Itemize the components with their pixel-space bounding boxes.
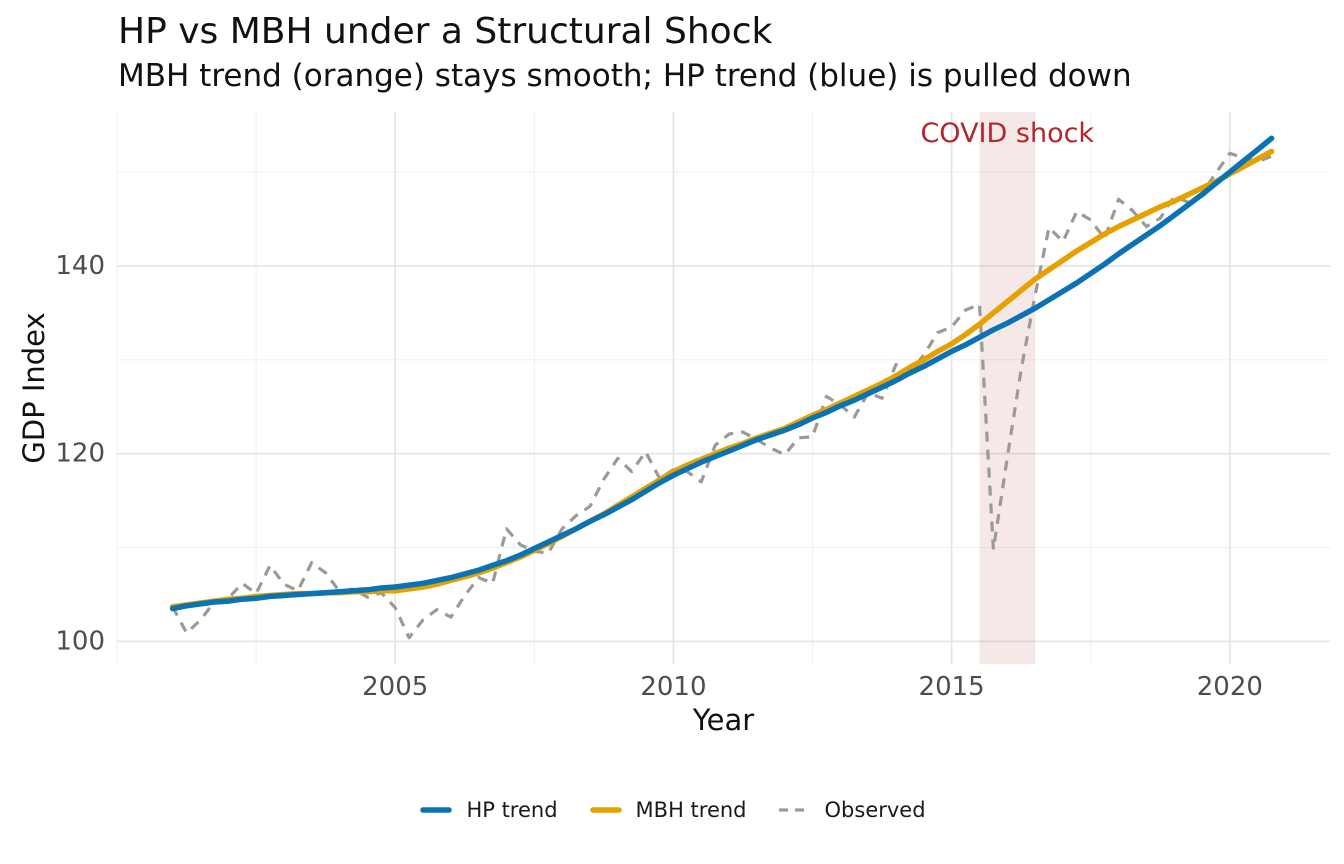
covid-shock-band xyxy=(979,112,1036,664)
y-tick-label-140: 140 xyxy=(55,251,105,281)
legend-label: HP trend xyxy=(466,798,558,822)
chart-title: HP vs MBH under a Structural Shock xyxy=(118,11,773,52)
legend: HP trend MBH trend Observed xyxy=(0,788,1344,832)
legend-item-hp-trend: HP trend xyxy=(418,798,558,822)
x-tick-label-2015: 2015 xyxy=(919,672,985,702)
y-tick-label-100: 100 xyxy=(55,626,105,656)
legend-label: Observed xyxy=(824,798,926,822)
legend-key-mbh-trend-icon xyxy=(589,807,622,813)
observed-line xyxy=(171,151,1273,640)
x-tick-label-2020: 2020 xyxy=(1197,672,1263,702)
mbh-trend-line xyxy=(169,148,1275,610)
covid-shock-label: COVID shock xyxy=(920,118,1094,149)
hp-trend-line xyxy=(169,135,1275,612)
x-axis-title: Year xyxy=(692,703,754,737)
legend-label: MBH trend xyxy=(635,798,747,822)
legend-key-observed-icon xyxy=(778,808,811,812)
y-tick-label-120: 120 xyxy=(55,439,105,469)
legend-item-observed: Observed xyxy=(777,798,926,822)
x-tick-label-2005: 2005 xyxy=(362,672,428,702)
legend-item-mbh-trend: MBH trend xyxy=(588,798,747,822)
legend-key-hp-trend-icon xyxy=(420,807,453,813)
chart-subtitle: MBH trend (orange) stays smooth; HP tren… xyxy=(118,58,1132,94)
x-tick-label-2010: 2010 xyxy=(640,672,706,702)
y-axis-title: GDP Index xyxy=(17,312,51,463)
